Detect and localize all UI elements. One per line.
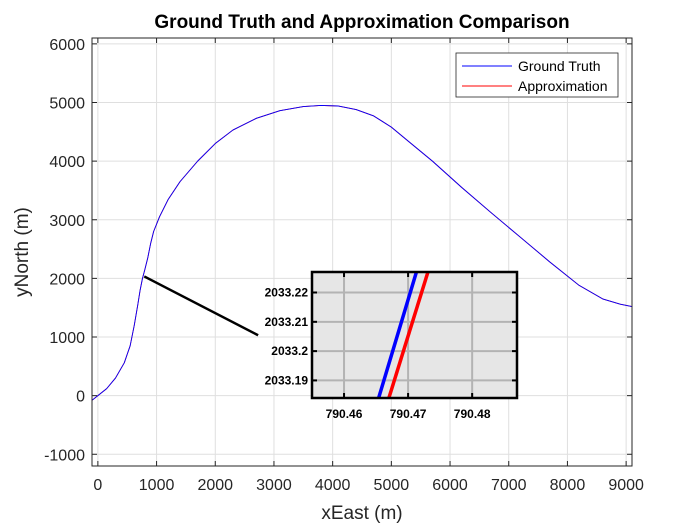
- y-tick-label: 4000: [49, 154, 85, 171]
- series-layer: [91, 104, 633, 401]
- inset-y-tick-label: 2033.21: [265, 315, 309, 329]
- inset-y-tick-label: 2033.2: [271, 344, 308, 358]
- inset-y-tick-label: 2033.19: [265, 373, 309, 387]
- ticks: [92, 38, 632, 466]
- x-tick-label: 2000: [197, 477, 233, 494]
- inset-series: [376, 271, 430, 399]
- x-tick-label: 8000: [550, 477, 586, 494]
- inset-x-tick-label: 790.47: [390, 407, 427, 421]
- zoom-connector-line: [143, 275, 259, 337]
- y-tick-label: 5000: [49, 95, 85, 112]
- x-tick-label: 7000: [491, 477, 527, 494]
- legend-label-approximation: Approximation: [518, 78, 608, 94]
- x-tick-label: 1000: [139, 477, 175, 494]
- y-tick-label: 0: [76, 389, 85, 406]
- y-axis-label: yNorth (m): [12, 207, 33, 297]
- x-tick-label: 0: [93, 477, 102, 494]
- y-tick-label: 1000: [49, 330, 85, 347]
- y-tick-label: 3000: [49, 213, 85, 230]
- x-tick-label: 5000: [374, 477, 410, 494]
- chart-title: Ground Truth and Approximation Compariso…: [154, 12, 569, 33]
- y-tick-label: -1000: [44, 447, 85, 464]
- x-tick-label: 3000: [256, 477, 292, 494]
- inset-frame: [310, 270, 519, 400]
- inset-line-approximation: [387, 271, 430, 399]
- x-axis-label: xEast (m): [321, 503, 402, 524]
- series-line-ground-truth: [91, 104, 633, 401]
- inset-x-tick-label: 790.46: [326, 407, 363, 421]
- inset-y-tick-label: 2033.22: [265, 286, 309, 300]
- inset-x-tick-label: 790.48: [454, 407, 491, 421]
- plot-frame: [91, 37, 633, 467]
- y-tick-label: 6000: [49, 37, 85, 54]
- tick-labels: 0 1000 2000 3000 4000 5000 6000 7000 8000 9000 -10…: [44, 37, 644, 494]
- x-tick-label: 6000: [432, 477, 468, 494]
- y-tick-label: 2000: [49, 271, 85, 288]
- legend-box: [455, 52, 619, 98]
- x-tick-label: 4000: [315, 477, 351, 494]
- inset-background: [312, 272, 517, 398]
- legend-label-ground-truth: Ground Truth: [518, 58, 601, 74]
- inset-tick-labels: 790.46 790.47 790.48 2033.19 2033.2 2033.21 20…: [265, 286, 491, 421]
- legend: Ground Truth Approximation: [455, 52, 619, 98]
- x-tick-label: 9000: [608, 477, 644, 494]
- zoom-connector: [143, 275, 259, 337]
- inset-zoom: 790.46 790.47 790.48 2033.19 2033.2 2033.21 20…: [265, 270, 519, 421]
- inset-line-ground-truth: [376, 271, 419, 399]
- inset-ticks: [312, 272, 517, 398]
